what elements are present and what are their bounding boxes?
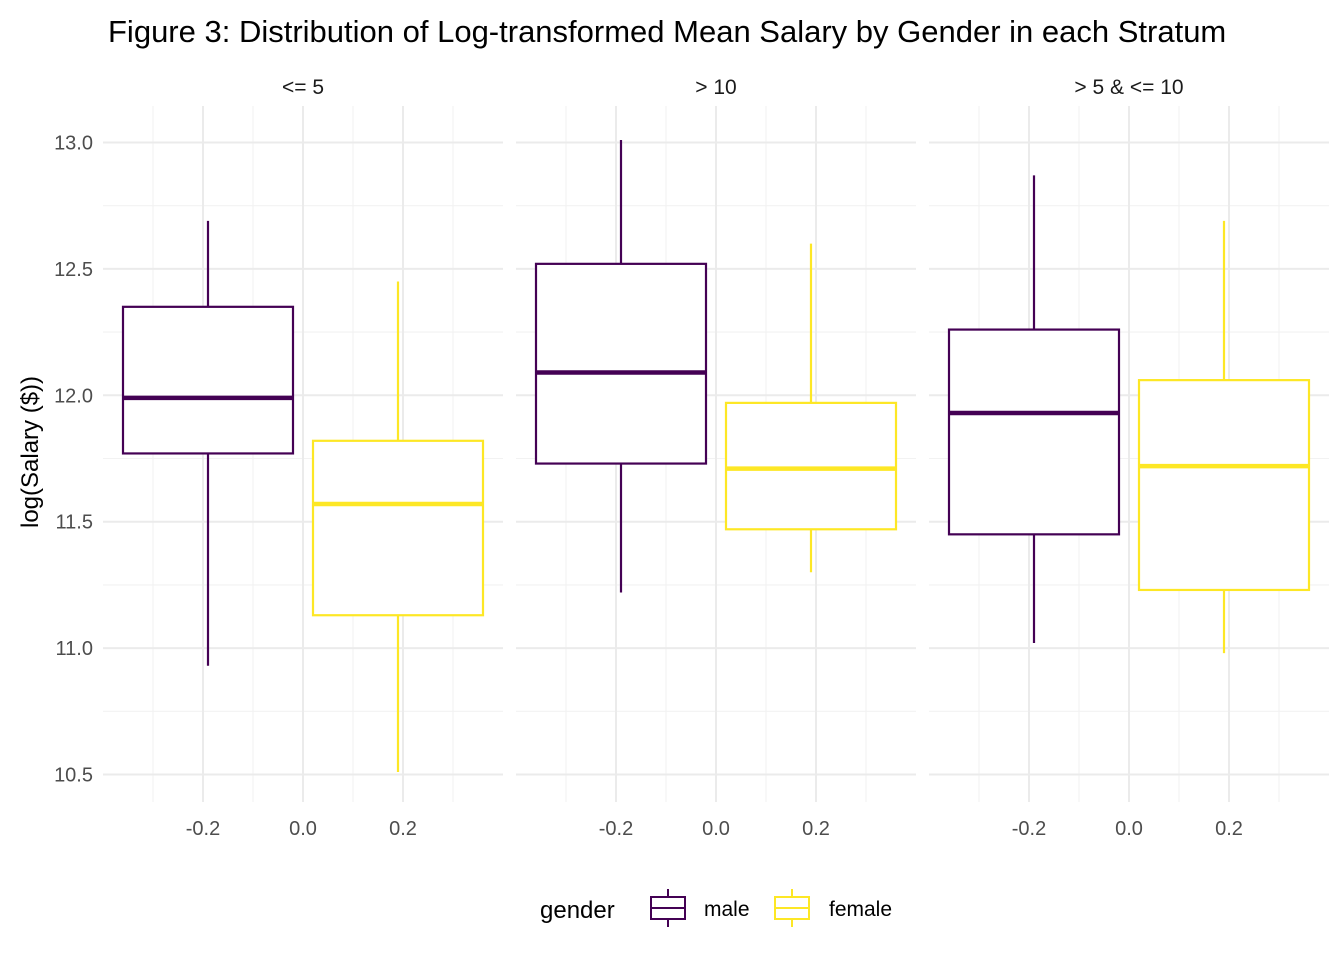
legend-label-female: female — [829, 898, 892, 921]
legend: gender male female — [540, 889, 892, 927]
x-tick-label: 0.2 — [1215, 818, 1243, 840]
x-tick-label: 0.0 — [702, 818, 730, 840]
y-tick-label: 12.5 — [54, 259, 93, 281]
box-iqr — [534, 262, 708, 465]
facet-panels: -0.2 0.0 0.2 <= 5 -0.2 0.0 0.2 > 10 -0.2 0.0 0.2 > … — [103, 76, 1329, 840]
male-box — [121, 220, 295, 666]
y-axis-ticks: 10.5 11.0 11.5 12.0 12.5 13.0 — [54, 133, 93, 787]
y-tick-label: 12.0 — [54, 385, 93, 407]
male-box — [534, 139, 708, 593]
facet-panel: -0.2 0.0 0.2 > 10 — [516, 76, 916, 840]
facet-panel: -0.2 0.0 0.2 > 5 & <= 10 — [929, 76, 1329, 840]
female-box — [1137, 220, 1311, 654]
legend-title: gender — [540, 897, 615, 924]
box-iqr — [121, 305, 295, 455]
y-tick-label: 10.5 — [54, 765, 93, 787]
x-tick-label: 0.0 — [1115, 818, 1143, 840]
facet-panel: -0.2 0.0 0.2 <= 5 — [103, 76, 503, 840]
x-tick-label: -0.2 — [1012, 818, 1046, 840]
box-iqr — [947, 328, 1121, 536]
male-box — [947, 175, 1121, 644]
x-tick-label: 0.2 — [802, 818, 830, 840]
facet-strip-label: <= 5 — [282, 76, 324, 99]
x-tick-label: 0.0 — [289, 818, 317, 840]
x-tick-label: -0.2 — [599, 818, 633, 840]
facet-strip-label: > 5 & <= 10 — [1074, 76, 1183, 99]
legend-label-male: male — [704, 898, 750, 921]
legend-key-female — [774, 889, 810, 927]
box-iqr — [724, 401, 898, 531]
female-box — [311, 281, 485, 772]
y-axis-label: log(Salary ($)) — [17, 376, 44, 528]
female-box — [724, 243, 898, 573]
box-iqr — [311, 439, 485, 617]
x-tick-label: -0.2 — [186, 818, 220, 840]
x-tick-label: 0.2 — [389, 818, 417, 840]
legend-key-male — [650, 889, 686, 927]
chart-title: Figure 3: Distribution of Log-transforme… — [108, 14, 1226, 49]
y-tick-label: 11.0 — [56, 638, 93, 660]
box-iqr — [1137, 379, 1311, 592]
y-tick-label: 13.0 — [54, 133, 93, 155]
y-tick-label: 11.5 — [56, 512, 93, 534]
facet-strip-label: > 10 — [695, 76, 736, 99]
